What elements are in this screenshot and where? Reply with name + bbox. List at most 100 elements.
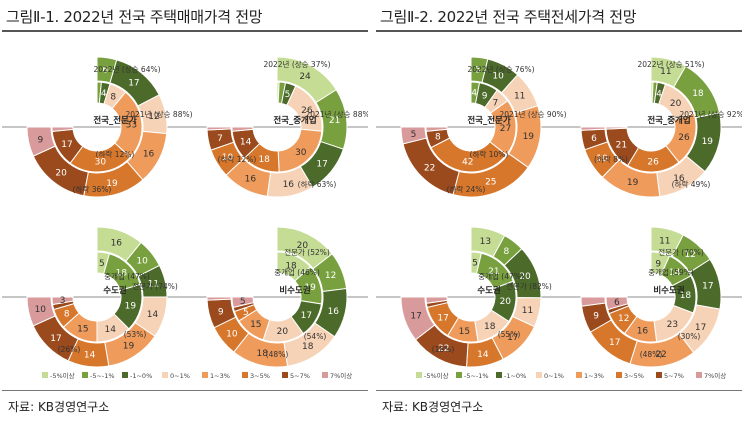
legend-swatch-1 (456, 372, 462, 378)
annotation-2: (30%) (678, 332, 701, 341)
data-label-0-6: 6 (591, 134, 597, 144)
data-label-1-3: 20 (277, 327, 289, 337)
legend-swatch-4 (576, 372, 582, 378)
segment-0-7 (580, 296, 606, 307)
segment-1-7 (51, 296, 74, 306)
data-label-0-1: 21 (329, 116, 340, 126)
data-label-0-5: 14 (84, 351, 96, 361)
data-label-0-4: 19 (123, 342, 135, 352)
segment-0-7 (206, 296, 232, 301)
group-name: 전국_중개업 (647, 115, 690, 126)
data-label-0-0: 24 (299, 72, 311, 82)
source-rule (2, 390, 368, 391)
legend-swatch-6 (282, 372, 288, 378)
data-label-0-6: 9 (593, 312, 599, 322)
segment-1-4 (430, 137, 508, 173)
donut-전국_중개업: 24 21 17 16 16 10 7 5 26 30 18 14 전국_중개업 2022년 (상승 37… (206, 56, 368, 198)
data-label-1-4: 15 (459, 327, 470, 337)
data-label-1-0: 9 (655, 259, 661, 269)
annotation-0: 전문가 (70%) (658, 247, 704, 257)
data-label-0-6: 9 (37, 135, 43, 145)
data-label-1-1: 19 (304, 283, 316, 293)
chart-title: 그림Ⅱ-1. 2022년 전국 주택매매가격 전망 (6, 8, 263, 26)
legend-label-1: -5~-1% (464, 372, 489, 380)
data-label-0-1: 17 (128, 78, 139, 88)
annotation-1: 전문가 (74%) (132, 281, 178, 291)
data-label-0-4: 19 (106, 179, 118, 189)
data-label-0-3: 19 (523, 132, 535, 142)
data-label-0-0: 13 (480, 237, 491, 247)
annotation-1: 중개업 (59%) (648, 267, 694, 277)
annotation-2: (54%) (304, 332, 327, 341)
data-label-1-2: 18 (680, 291, 692, 301)
segment-0-7 (26, 296, 56, 327)
data-label-1-2: 20 (500, 297, 512, 307)
data-label-0-6: 17 (50, 334, 61, 344)
segment-1-7 (605, 296, 629, 311)
legend-swatch-2 (496, 372, 502, 378)
segment-1-6 (425, 126, 448, 132)
data-label-1-0: 18 (285, 262, 297, 272)
data-label-0-1: 18 (692, 89, 704, 99)
data-label-1-0: 4 (471, 89, 477, 99)
donut-수도권: 16 10 11 14 19 14 17 10 5 18 19 14 15 8 3 수도권 중개업 (47%)전… (26, 226, 178, 368)
group-name: 비수도권 (279, 285, 310, 296)
donut-수도권: 13 8 20 11 17 14 22 17 5 21 20 18 15 17 수도권 중개업 (47%)전문… (400, 226, 552, 368)
data-label-0-0: 20 (297, 241, 309, 251)
data-label-0-2: 19 (702, 137, 714, 147)
data-label-1-4: 15 (77, 324, 88, 334)
data-label-1-3: 18 (484, 322, 496, 332)
data-label-1-5: 26 (647, 157, 659, 167)
legend-label-1: -5~-1% (90, 372, 115, 380)
data-label-0-0: 5 (475, 65, 481, 75)
data-label-0-4: 22 (655, 350, 666, 360)
data-label-0-4: 17 (507, 333, 518, 343)
data-label-0-2: 11 (514, 91, 525, 101)
legend-label-0: -5%이상 (50, 371, 75, 380)
annotation-1: 2021년 (상승 90%) (499, 109, 566, 119)
data-label-0-4: 16 (245, 175, 257, 185)
legend-label-5: 3~5% (250, 372, 270, 380)
group-name: 수도권 (103, 285, 127, 296)
data-label-1-0: 5 (472, 259, 478, 269)
data-label-0-6: 7 (217, 134, 223, 144)
data-label-0-1: 12 (325, 271, 336, 281)
data-label-0-5: 10 (222, 153, 234, 163)
annotation-1: 2021년 (상승 88%) (125, 109, 192, 119)
data-label-0-6: 5 (411, 130, 417, 140)
legend-label-2: -1~0% (130, 372, 152, 380)
annotation-2: (하락 10%) (470, 149, 509, 159)
donut-전국_전문가: 6 17 12 16 19 20 9 4 8 33 30 17 전국_전문가 2022년 (상승 64%)… (26, 56, 193, 198)
annotation-3: (48%) (266, 350, 289, 359)
annotation-1: 전문가 (82%) (506, 281, 552, 291)
segment-1-7 (231, 296, 255, 309)
chart-title: 그림Ⅱ-2. 2022년 전국 주택전세가격 전망 (380, 8, 637, 26)
annotation-3: (26%) (58, 345, 81, 354)
data-label-1-0: 5 (99, 259, 105, 269)
title-rule (2, 30, 368, 32)
data-label-1-2: 17 (301, 311, 312, 321)
data-label-0-0: 11 (659, 237, 670, 247)
data-label-0-2: 17 (702, 282, 713, 292)
data-label-1-2: 7 (493, 99, 499, 109)
legend-label-2: -1~0% (504, 372, 526, 380)
legend-swatch-0 (416, 372, 422, 378)
data-label-0-5: 17 (609, 338, 620, 348)
data-label-1-2: 8 (110, 93, 116, 103)
data-label-0-3: 16 (673, 174, 685, 184)
annotation-1: 중개업 (46%) (274, 267, 320, 277)
segment-0-6 (26, 126, 56, 157)
segment-1-7 (425, 296, 448, 304)
data-label-1-4: 42 (462, 157, 473, 167)
data-label-1-4: 15 (250, 320, 261, 330)
legend-label-3: 0~1% (170, 372, 190, 380)
segment-1-7 (605, 126, 628, 130)
annotation-0: 2022년 (상승 76%) (467, 64, 534, 74)
legend-swatch-5 (616, 372, 622, 378)
chart-panel-sales: 그림Ⅱ-1. 2022년 전국 주택매매가격 전망 6 17 12 16 19 20 9 4 8… (2, 0, 370, 421)
donut-전국_전문가: 5 10 11 19 25 22 5 4 97 27 42 8 전국_전문가 2022년 (상승 76%)… (400, 56, 567, 198)
data-label-0-7: 17 (410, 312, 421, 322)
group-name: 수도권 (477, 285, 501, 296)
data-label-0-2: 12 (148, 112, 159, 122)
